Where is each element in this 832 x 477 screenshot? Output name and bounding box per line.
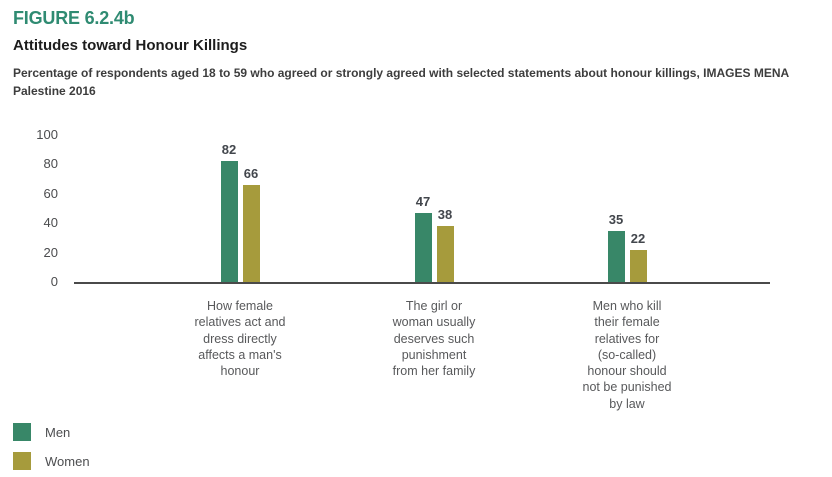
- plot-area: 82 66 47 38 35 22: [74, 135, 770, 284]
- y-axis: 100 80 60 40 20 0: [13, 127, 58, 289]
- figure-number-label: FIGURE 6.2.4b: [13, 8, 135, 28]
- y-axis-tick-label: 100: [36, 127, 58, 142]
- legend-item-women: Women: [13, 452, 90, 470]
- bar-women: [436, 226, 454, 282]
- bar-cell-men: 47: [414, 193, 432, 282]
- bar-value-label: 38: [437, 207, 453, 223]
- bar-men: [607, 230, 625, 282]
- figure-title: Attitudes toward Honour Killings: [13, 37, 248, 54]
- legend-swatch-women: [13, 452, 31, 470]
- bar-value-label: 66: [243, 165, 259, 181]
- y-axis-tick-label: 20: [43, 244, 58, 260]
- bar-cell-women: 22: [629, 230, 647, 282]
- y-axis-tick-label: 60: [43, 185, 58, 201]
- bar-women: [629, 249, 647, 282]
- legend-swatch-men: [13, 423, 31, 441]
- bar-cell-women: 66: [242, 165, 260, 282]
- legend-label: Women: [45, 453, 90, 469]
- bar-group: 47 38: [414, 193, 454, 282]
- figure-subtitle: Percentage of respondents aged 18 to 59 …: [13, 66, 790, 98]
- legend-label: Men: [45, 424, 71, 440]
- category-label: Men who kill their female relatives for …: [582, 299, 672, 411]
- bar-value-label: 82: [221, 142, 237, 158]
- bar-cell-women: 38: [436, 207, 454, 282]
- bar-men: [220, 161, 238, 282]
- bar-group: 82 66: [220, 142, 260, 282]
- bar-women: [242, 184, 260, 282]
- y-axis-tick-label: 80: [43, 156, 58, 172]
- bar-group: 35 22: [607, 211, 647, 282]
- bar-men: [414, 212, 432, 282]
- category-label: How female relatives act and dress direc…: [194, 299, 286, 378]
- bar-cell-men: 82: [220, 142, 238, 282]
- y-axis-tick-label: 0: [50, 274, 58, 289]
- legend-item-men: Men: [13, 423, 90, 441]
- legend: Men Women: [13, 423, 90, 477]
- y-axis-tick-label: 40: [43, 215, 58, 231]
- bar-value-label: 22: [630, 230, 646, 246]
- bar-cell-men: 35: [607, 211, 625, 282]
- bar-value-label: 35: [608, 211, 624, 227]
- bar-value-label: 47: [415, 193, 431, 209]
- category-label: The girl or woman usually deserves such …: [392, 299, 476, 378]
